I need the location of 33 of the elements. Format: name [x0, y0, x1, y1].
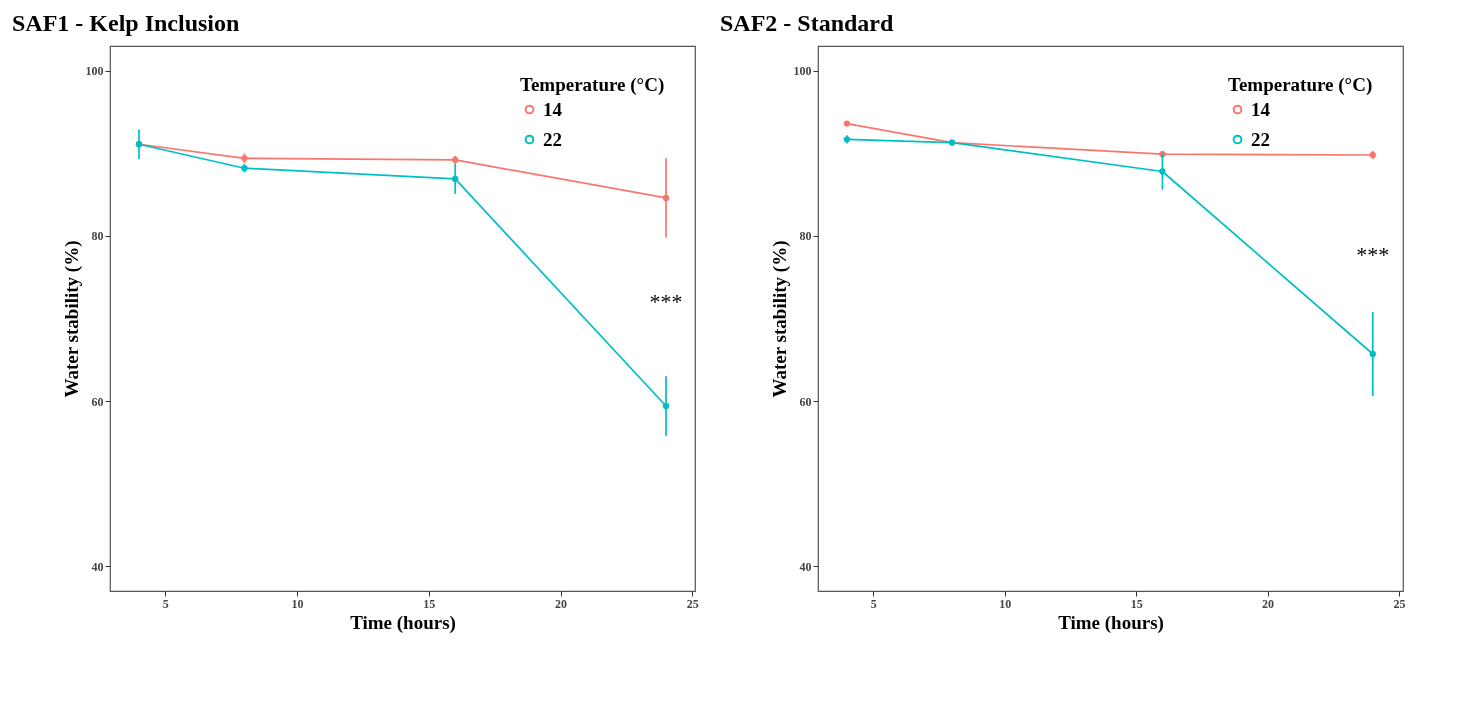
y-tick-label: 40 [799, 559, 812, 574]
x-tick-label: 10 [291, 596, 304, 611]
legend-label: 22 [543, 128, 562, 150]
x-tick-label: 25 [1393, 596, 1406, 611]
x-tick-label: 15 [1130, 596, 1143, 611]
y-tick-label: 60 [91, 394, 104, 409]
y-axis-title: Water stability (%) [60, 240, 83, 398]
x-tick-label: 15 [423, 596, 436, 611]
x-tick-label: 20 [1262, 596, 1275, 611]
legend-label: 22 [1251, 128, 1270, 150]
x-tick-label: 5 [870, 596, 877, 611]
x-tick-label: 10 [999, 596, 1012, 611]
annotation: *** [649, 288, 683, 314]
y-tick-label: 80 [91, 229, 104, 244]
legend-title: Temperature (°C) [1228, 74, 1373, 96]
chart-title: SAF2 - Standard [720, 10, 895, 36]
legend-label: 14 [1251, 98, 1271, 120]
legend-label: 14 [543, 98, 563, 120]
y-tick-label: 40 [91, 559, 104, 574]
legend-title: Temperature (°C) [520, 74, 665, 96]
y-tick-label: 80 [799, 229, 812, 244]
x-tick-label: 5 [162, 596, 169, 611]
y-axis-title: Water stability (%) [768, 240, 791, 398]
y-tick-label: 60 [799, 394, 812, 409]
chart-title: SAF1 - Kelp Inclusion [12, 10, 240, 36]
point [1159, 168, 1166, 175]
y-tick-label: 100 [793, 64, 812, 79]
y-tick-label: 100 [85, 64, 104, 79]
annotation: *** [1356, 241, 1390, 267]
x-tick-label: 20 [555, 596, 568, 611]
x-axis-title: Time (hours) [350, 611, 456, 634]
x-axis-title: Time (hours) [1058, 611, 1164, 634]
x-tick-label: 25 [686, 596, 699, 611]
